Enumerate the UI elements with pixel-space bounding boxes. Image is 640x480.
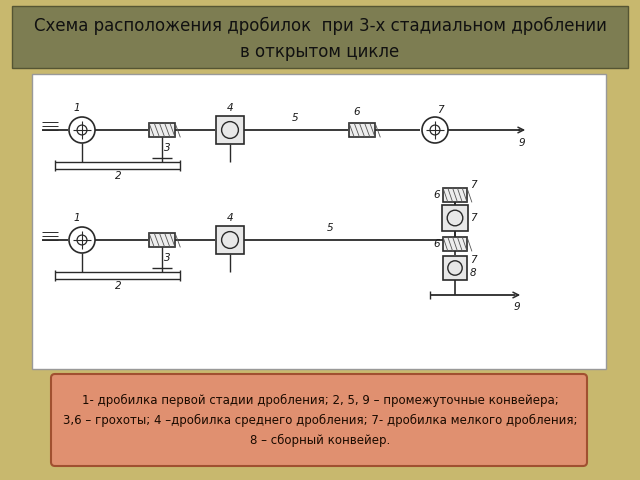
Text: 8: 8 bbox=[470, 268, 476, 278]
Bar bbox=[149, 123, 175, 137]
Bar bbox=[349, 123, 375, 137]
Bar bbox=[216, 116, 244, 144]
Text: 8 – сборный конвейер.: 8 – сборный конвейер. bbox=[250, 433, 390, 446]
Text: 4: 4 bbox=[227, 213, 234, 223]
FancyBboxPatch shape bbox=[51, 374, 587, 466]
Text: 1: 1 bbox=[74, 103, 80, 113]
Bar bbox=[442, 205, 468, 231]
Text: 1- дробилка первой стадии дробления; 2, 5, 9 – промежуточные конвейера;: 1- дробилка первой стадии дробления; 2, … bbox=[82, 394, 558, 407]
Text: 5: 5 bbox=[292, 113, 298, 123]
Bar bbox=[443, 256, 467, 280]
Text: 6: 6 bbox=[434, 239, 440, 249]
Text: 7: 7 bbox=[470, 255, 476, 265]
Text: 2: 2 bbox=[115, 281, 122, 291]
Text: 1: 1 bbox=[74, 213, 80, 223]
Text: 4: 4 bbox=[227, 103, 234, 113]
Text: 3,6 – грохоты; 4 –дробилка среднего дробления; 7- дробилка мелкого дробления;: 3,6 – грохоты; 4 –дробилка среднего дроб… bbox=[63, 413, 577, 427]
Bar bbox=[443, 237, 467, 251]
Text: 9: 9 bbox=[518, 138, 525, 148]
Text: 7: 7 bbox=[436, 105, 444, 115]
Text: Схема расположения дробилок  при 3-х стадиальном дроблении: Схема расположения дробилок при 3-х стад… bbox=[33, 17, 607, 35]
Text: 6: 6 bbox=[434, 190, 440, 200]
Text: 7: 7 bbox=[470, 213, 476, 223]
Bar bbox=[216, 226, 244, 254]
Text: 6: 6 bbox=[354, 107, 360, 117]
Bar bbox=[443, 188, 467, 202]
Bar bbox=[149, 233, 175, 247]
Bar bbox=[32, 74, 606, 369]
Text: 2: 2 bbox=[115, 171, 122, 181]
Text: 5: 5 bbox=[326, 223, 333, 233]
Text: 7: 7 bbox=[470, 180, 476, 190]
Text: 3: 3 bbox=[164, 143, 170, 153]
Text: в открытом цикле: в открытом цикле bbox=[241, 43, 399, 61]
FancyBboxPatch shape bbox=[12, 6, 628, 68]
Text: 3: 3 bbox=[164, 253, 170, 263]
Text: 9: 9 bbox=[514, 302, 520, 312]
